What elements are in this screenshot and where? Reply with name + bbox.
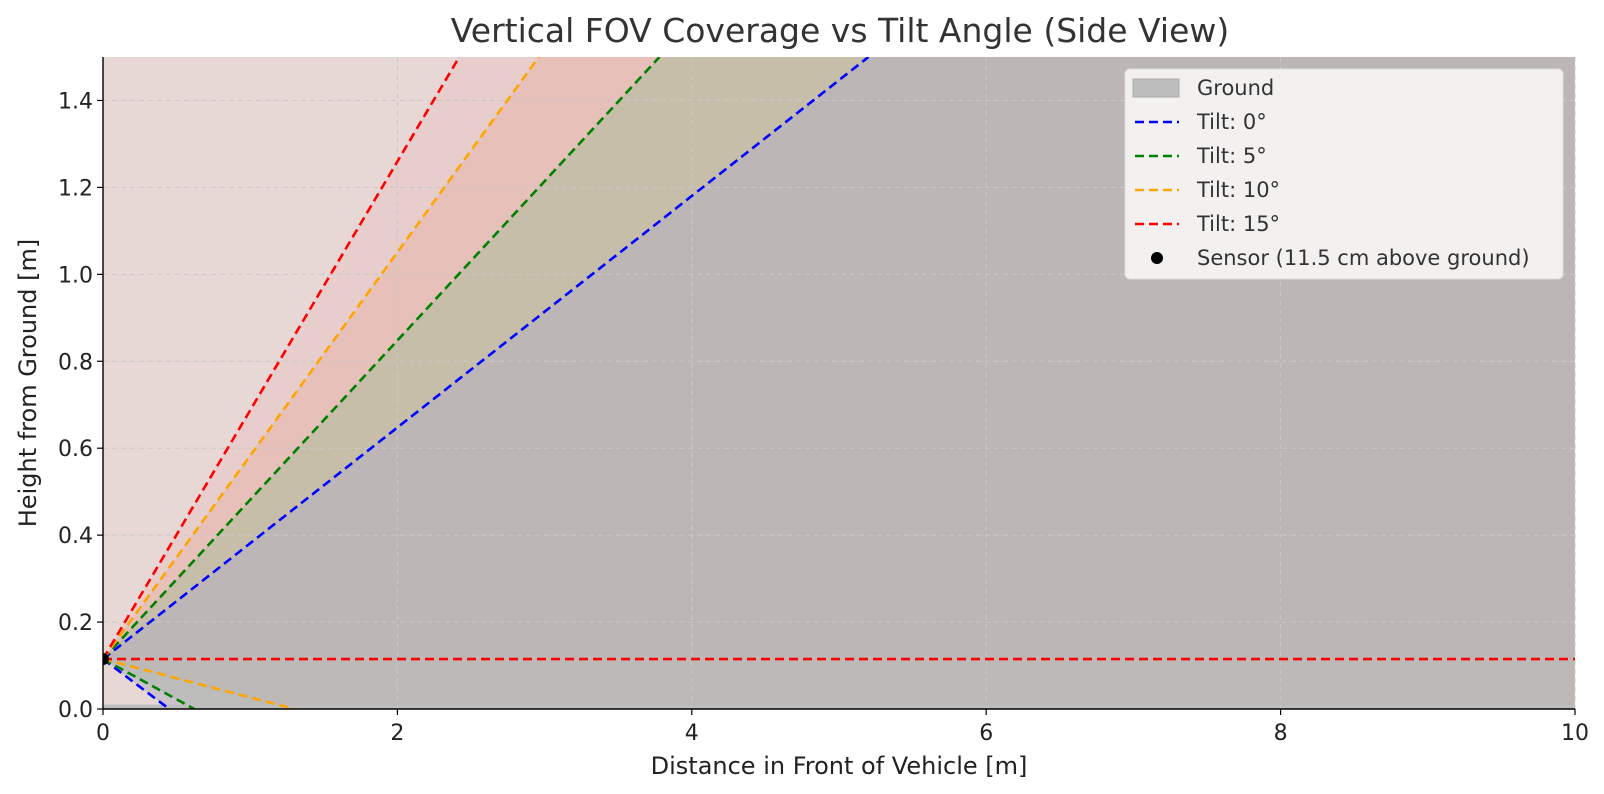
y-tick-label: 1.2 bbox=[58, 176, 93, 201]
legend-swatch-marker bbox=[1151, 252, 1163, 264]
legend-swatch-ground bbox=[1132, 78, 1180, 98]
sensor-point bbox=[103, 653, 109, 666]
x-axis-label: Distance in Front of Vehicle [m] bbox=[651, 752, 1028, 780]
x-tick-label: 4 bbox=[685, 721, 699, 746]
y-axis-label: Height from Ground [m] bbox=[14, 239, 42, 527]
legend-label: Tilt: 5° bbox=[1196, 144, 1267, 168]
x-tick-label: 0 bbox=[96, 721, 110, 746]
axes bbox=[97, 57, 1576, 715]
legend-label: Tilt: 10° bbox=[1196, 178, 1280, 202]
x-tick-label: 10 bbox=[1561, 721, 1589, 746]
lower-fov-line-5deg bbox=[103, 657, 195, 709]
y-tick-label: 0.4 bbox=[58, 524, 93, 549]
x-tick-label: 6 bbox=[979, 721, 993, 746]
upper-fov-line-15deg bbox=[103, 57, 461, 660]
y-tick-label: 0.8 bbox=[58, 350, 93, 375]
legend: Ground Tilt: 0° Tilt: 5° Tilt: 10° Tilt: 15°… bbox=[1124, 68, 1564, 280]
x-tick-label: 8 bbox=[1274, 721, 1288, 746]
series-lines bbox=[103, 57, 1575, 709]
ground-band bbox=[103, 704, 1575, 709]
x-tick-label: 2 bbox=[390, 721, 404, 746]
y-tick-label: 0.2 bbox=[58, 611, 93, 636]
y-tick-label: 0.0 bbox=[58, 698, 93, 723]
y-tick-label: 1.4 bbox=[58, 89, 93, 114]
y-tick-label: 0.6 bbox=[58, 437, 93, 462]
chart-title: Vertical FOV Coverage vs Tilt Angle (Sid… bbox=[451, 11, 1229, 50]
lower-fov-line-10deg bbox=[103, 657, 295, 709]
legend-label: Tilt: 15° bbox=[1196, 212, 1280, 236]
legend-label: Sensor (11.5 cm above ground) bbox=[1197, 246, 1530, 270]
y-tick-label: 1.0 bbox=[58, 263, 93, 288]
tick-labels: 0 2 4 6 8 10 0.0 0.2 0.4 0.6 0.8 1.0 1.2 1.4 bbox=[58, 89, 1589, 746]
upper-fov-line-5deg bbox=[103, 57, 661, 660]
upper-fov-line-10deg bbox=[103, 57, 540, 660]
upper-fov-line-0deg bbox=[103, 57, 870, 661]
legend-label: Ground bbox=[1197, 76, 1274, 100]
legend-box bbox=[1124, 68, 1564, 280]
legend-label: Tilt: 0° bbox=[1196, 110, 1267, 134]
